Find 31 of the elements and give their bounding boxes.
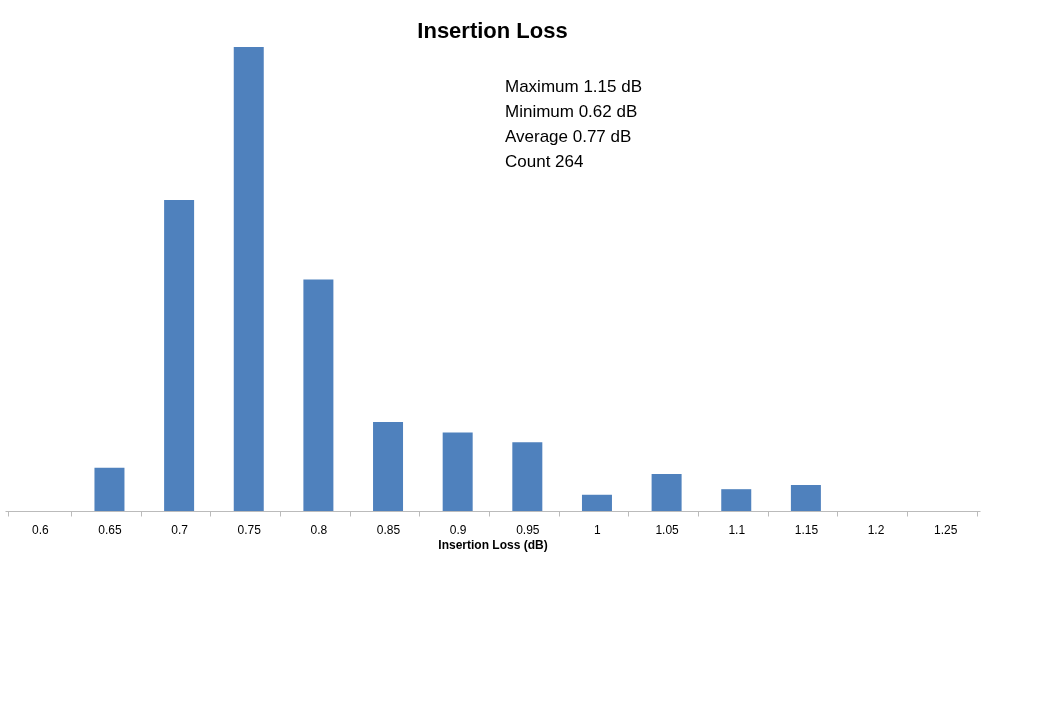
bar xyxy=(790,485,821,511)
bar xyxy=(233,47,264,511)
x-tick-label: 0.65 xyxy=(98,522,122,537)
annotation: Minimum 0.62 dB xyxy=(505,102,638,121)
x-tick-label: 0.6 xyxy=(31,522,49,537)
bar xyxy=(721,489,752,511)
bar xyxy=(373,421,404,511)
x-tick-label: 0.8 xyxy=(310,522,328,537)
bar xyxy=(512,442,543,511)
annotation: Count 264 xyxy=(505,152,584,171)
x-tick-label: 0.75 xyxy=(237,522,262,537)
x-tick-label: 1 xyxy=(594,522,602,537)
x-axis-title: Insertion Loss (dB) xyxy=(438,537,548,552)
x-tick-label: 1.25 xyxy=(934,522,958,537)
x-tick-label: 1.1 xyxy=(728,522,746,537)
bar xyxy=(581,494,612,511)
bar xyxy=(651,473,682,511)
x-tick-label: 0.9 xyxy=(449,522,467,537)
bar xyxy=(303,279,334,511)
bar xyxy=(442,432,473,511)
x-tick-label: 1.15 xyxy=(794,522,819,537)
bar xyxy=(164,200,195,511)
annotation: Maximum 1.15 dB xyxy=(505,77,642,96)
bar xyxy=(94,467,125,511)
annotation: Average 0.77 dB xyxy=(505,127,632,146)
chart-title: Insertion Loss xyxy=(417,18,568,43)
x-tick-label: 0.85 xyxy=(376,522,401,537)
x-tick-label: 0.7 xyxy=(171,522,189,537)
x-tick-label: 0.95 xyxy=(516,522,540,537)
x-tick-label: 1.2 xyxy=(867,522,885,537)
x-tick-label: 1.05 xyxy=(655,522,680,537)
